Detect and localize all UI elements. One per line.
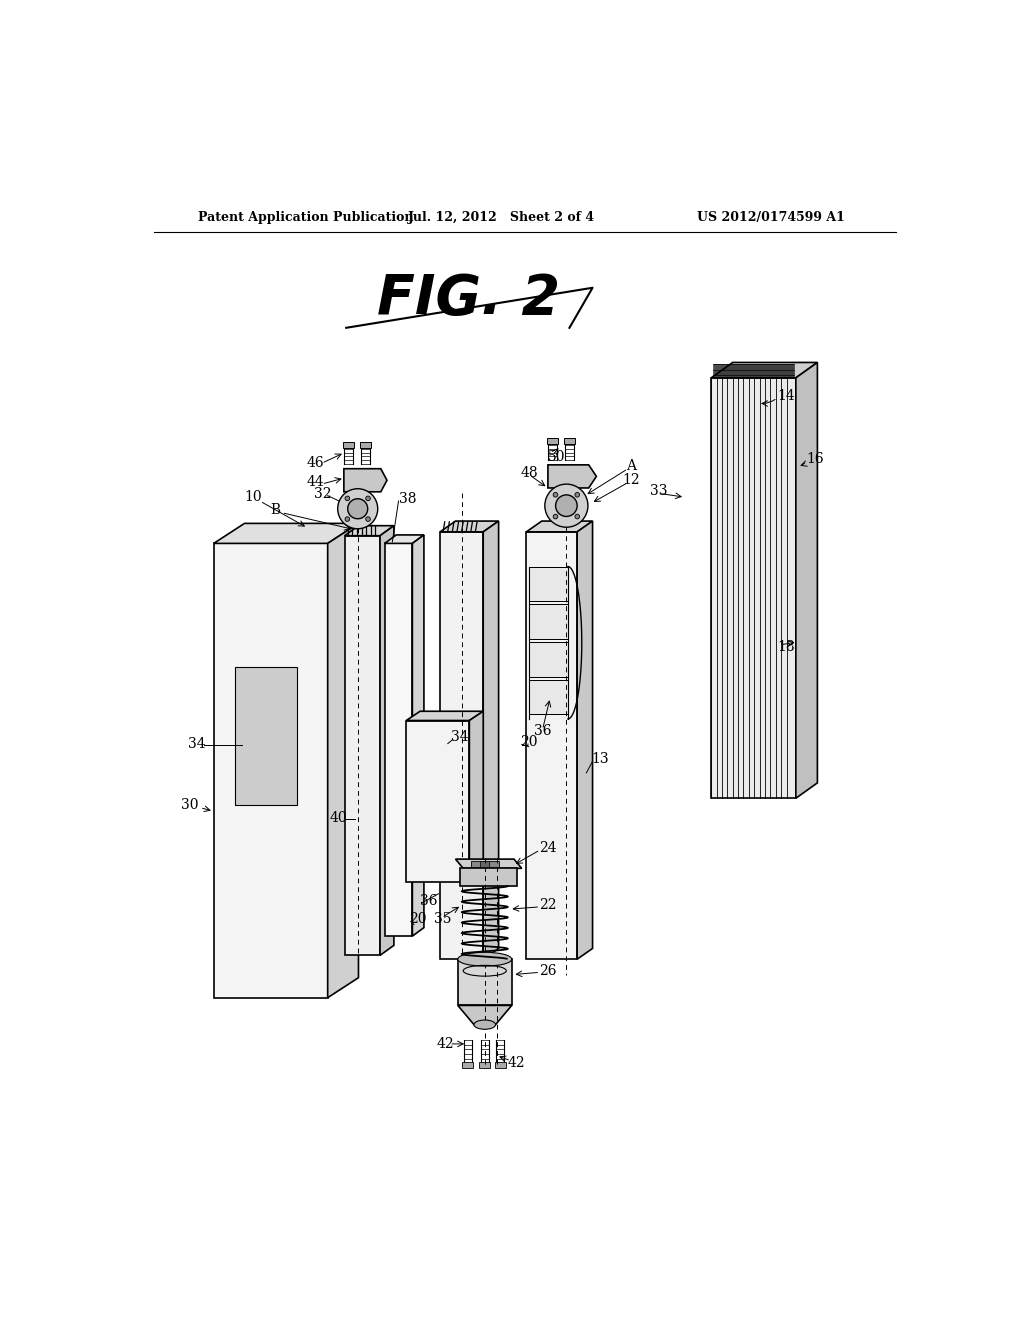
Circle shape [366, 496, 371, 500]
Text: 13: 13 [591, 752, 608, 766]
Circle shape [348, 499, 368, 519]
Polygon shape [385, 535, 424, 544]
Polygon shape [458, 1006, 512, 1024]
Circle shape [553, 515, 558, 519]
Polygon shape [711, 363, 817, 378]
Polygon shape [413, 800, 463, 834]
Circle shape [553, 492, 558, 498]
Text: US 2012/0174599 A1: US 2012/0174599 A1 [696, 211, 845, 224]
Polygon shape [214, 524, 358, 544]
Text: 14: 14 [777, 388, 795, 403]
Circle shape [545, 484, 588, 527]
Polygon shape [413, 837, 463, 870]
Polygon shape [526, 532, 578, 960]
Polygon shape [407, 721, 469, 882]
Polygon shape [529, 566, 568, 601]
Text: 35: 35 [434, 912, 452, 927]
Text: Jul. 12, 2012   Sheet 2 of 4: Jul. 12, 2012 Sheet 2 of 4 [408, 211, 595, 224]
Text: 48: 48 [520, 466, 538, 479]
Circle shape [574, 492, 580, 498]
Text: 38: 38 [398, 492, 416, 506]
Text: 42: 42 [508, 1056, 525, 1071]
Polygon shape [236, 667, 297, 805]
Polygon shape [345, 525, 394, 536]
Polygon shape [460, 869, 517, 886]
Polygon shape [413, 764, 463, 797]
Polygon shape [380, 525, 394, 956]
Text: 36: 36 [420, 894, 437, 908]
Polygon shape [480, 861, 489, 867]
Text: 10: 10 [245, 490, 262, 504]
Polygon shape [214, 544, 328, 998]
Text: 16: 16 [807, 451, 824, 466]
Text: 42: 42 [437, 1038, 455, 1051]
Text: 20: 20 [520, 735, 538, 748]
Circle shape [556, 495, 578, 516]
Polygon shape [343, 442, 354, 447]
Text: A: A [627, 459, 637, 474]
Text: FIG. 2: FIG. 2 [377, 272, 560, 326]
Polygon shape [526, 521, 593, 532]
Ellipse shape [474, 1020, 496, 1030]
Polygon shape [440, 532, 483, 960]
Polygon shape [796, 363, 817, 799]
Circle shape [366, 517, 371, 521]
Circle shape [338, 488, 378, 529]
Polygon shape [344, 469, 387, 492]
Polygon shape [469, 711, 483, 882]
Polygon shape [456, 859, 521, 869]
Text: 12: 12 [622, 474, 639, 487]
Text: 46: 46 [306, 455, 324, 470]
Circle shape [345, 517, 349, 521]
Polygon shape [529, 642, 568, 677]
Text: 18: 18 [777, 640, 795, 655]
Polygon shape [328, 524, 358, 998]
Polygon shape [458, 960, 512, 1006]
Text: 50: 50 [548, 450, 565, 465]
Polygon shape [413, 535, 424, 936]
Text: 44: 44 [306, 475, 324, 488]
Text: 34: 34 [187, 737, 205, 751]
Text: 26: 26 [539, 964, 556, 978]
Polygon shape [495, 1061, 506, 1068]
Polygon shape [345, 536, 380, 956]
Polygon shape [483, 521, 499, 960]
Polygon shape [471, 861, 499, 867]
Text: 32: 32 [313, 487, 332, 502]
Polygon shape [711, 378, 796, 799]
Polygon shape [440, 521, 499, 532]
Polygon shape [578, 521, 593, 960]
Text: 33: 33 [649, 484, 667, 498]
Polygon shape [385, 544, 413, 936]
Polygon shape [360, 442, 371, 447]
Text: Patent Application Publication: Patent Application Publication [199, 211, 414, 224]
Polygon shape [564, 438, 574, 444]
Text: 40: 40 [330, 810, 347, 825]
Ellipse shape [458, 952, 512, 966]
Text: 22: 22 [539, 899, 556, 912]
Polygon shape [463, 1061, 473, 1068]
Text: 20: 20 [410, 912, 427, 927]
Polygon shape [548, 465, 596, 488]
Text: 36: 36 [535, 725, 552, 738]
Text: 30: 30 [181, 799, 199, 812]
Circle shape [574, 515, 580, 519]
Polygon shape [547, 438, 558, 444]
Polygon shape [529, 680, 568, 714]
Polygon shape [479, 1061, 490, 1068]
Polygon shape [407, 711, 483, 721]
Polygon shape [529, 605, 568, 639]
Polygon shape [413, 729, 463, 762]
Text: B: B [270, 503, 281, 516]
Text: 34: 34 [451, 730, 469, 744]
Text: 24: 24 [539, 841, 556, 854]
Circle shape [345, 496, 349, 500]
